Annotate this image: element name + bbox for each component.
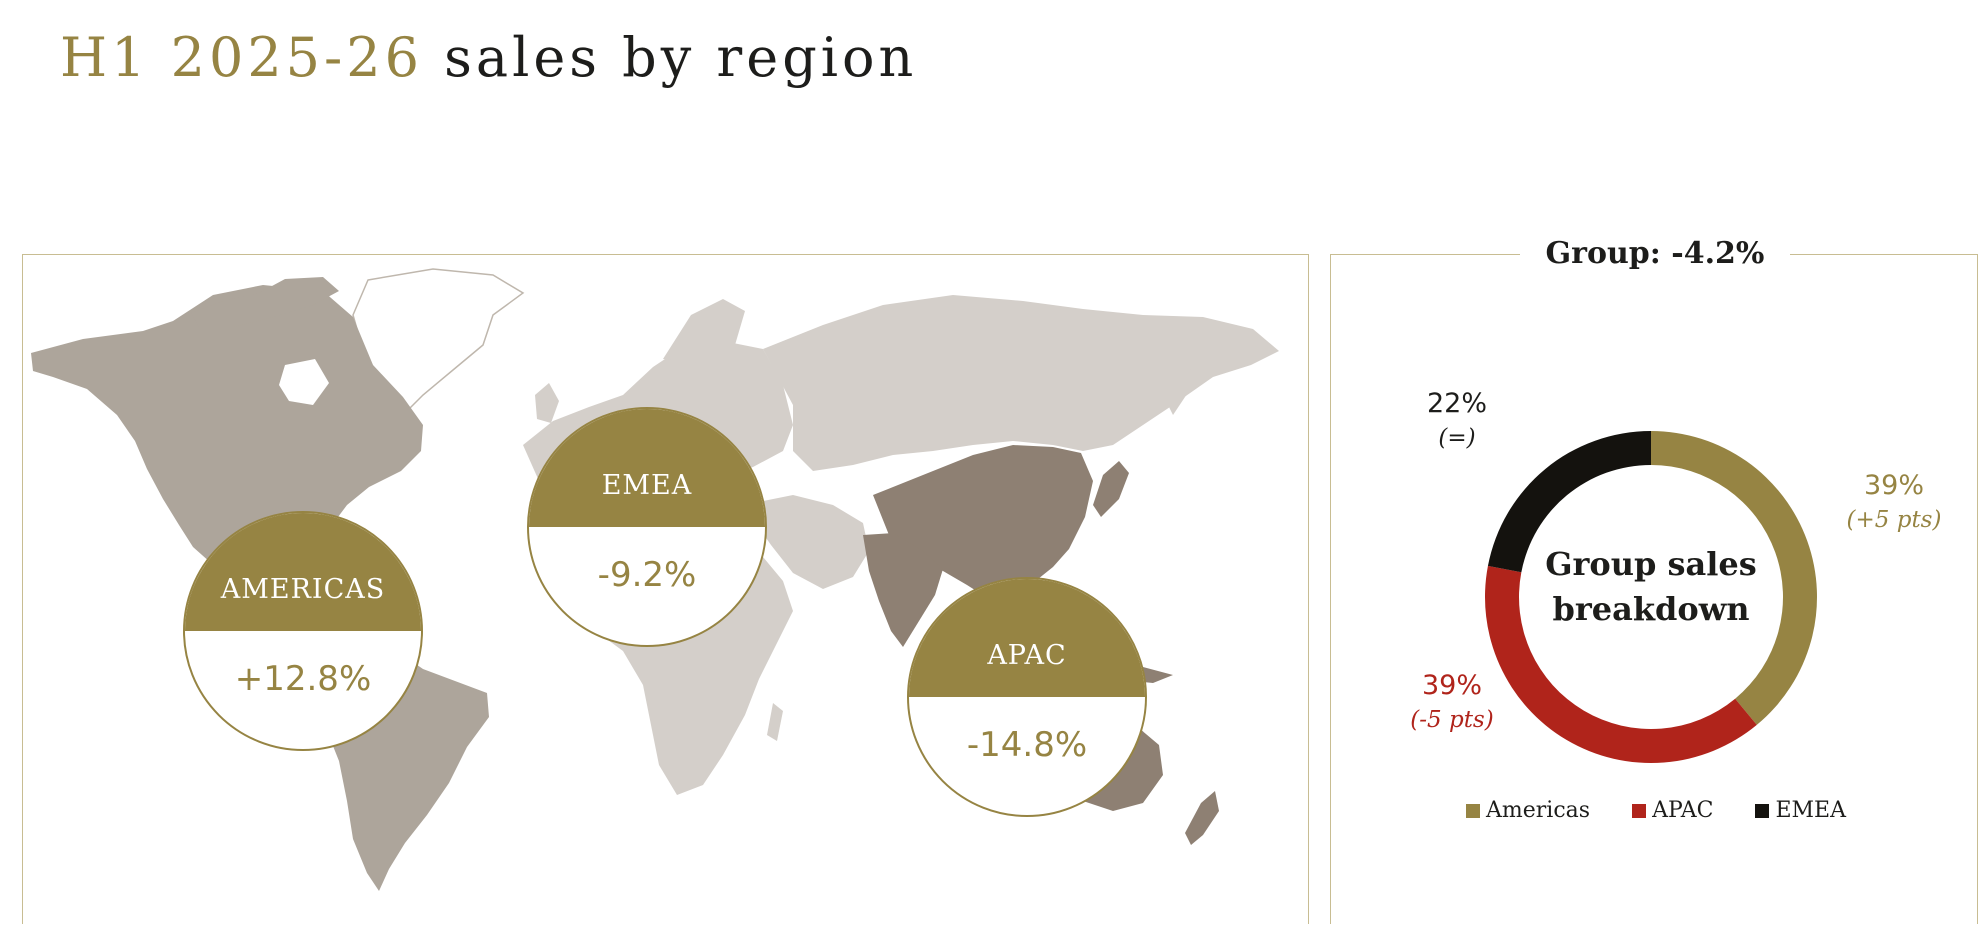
donut-slice-emea — [1487, 431, 1651, 573]
region-change-apac: -14.8% — [966, 725, 1088, 765]
slice-value-americas: 39% — [1863, 470, 1924, 501]
legend-label-emea: EMEA — [1775, 798, 1847, 823]
map-middle-east — [743, 495, 869, 589]
slice-label-apac: 39% (-5 pts) — [1392, 670, 1512, 733]
donut-center-label-line2: breakdown — [1552, 590, 1749, 628]
region-badge-apac: APAC -14.8% — [907, 577, 1147, 817]
page-title-accent: H1 2025-26 — [60, 26, 423, 89]
map-scandinavia — [663, 299, 745, 365]
slice-value-apac: 39% — [1421, 670, 1482, 701]
legend-label-apac: APAC — [1652, 798, 1714, 823]
map-uk — [535, 383, 559, 423]
slice-delta-emea: (=) — [1438, 425, 1476, 451]
chart-legend: Americas APAC EMEA — [1466, 798, 1846, 823]
donut-center-label-line1: Group sales — [1545, 545, 1757, 583]
map-arctic-islands — [191, 277, 339, 327]
legend-item-emea: EMEA — [1755, 798, 1846, 823]
map-kamchatka — [1163, 355, 1193, 415]
slice-delta-americas: (+5 pts) — [1846, 507, 1942, 533]
slice-value-emea: 22% — [1426, 388, 1487, 419]
world-map-panel: AMERICAS +12.8% EMEA -9.2% APAC -14.8% — [22, 254, 1309, 924]
page-title: H1 2025-26 sales by region — [60, 26, 917, 89]
map-russia — [763, 295, 1279, 471]
legend-item-apac: APAC — [1632, 798, 1713, 823]
slice-delta-apac: (-5 pts) — [1410, 707, 1494, 733]
map-hudson-bay — [279, 359, 329, 405]
slice-label-emea: 22% (=) — [1397, 388, 1517, 451]
donut-slice-americas — [1651, 431, 1817, 725]
legend-label-americas: Americas — [1486, 798, 1591, 823]
legend-swatch-apac — [1632, 803, 1647, 818]
map-japan — [1093, 461, 1129, 517]
donut-slice-apac — [1485, 565, 1757, 763]
map-india — [863, 533, 943, 647]
donut-chart: Group sales breakdown — [1485, 431, 1817, 763]
group-title: Group: -4.2% — [1520, 236, 1790, 271]
region-badge-emea: EMEA -9.2% — [527, 407, 767, 647]
page-title-rest: sales by region — [444, 26, 918, 89]
legend-swatch-americas — [1466, 803, 1480, 818]
map-new-zealand — [1185, 791, 1219, 845]
slice-label-americas: 39% (+5 pts) — [1834, 470, 1954, 533]
region-badge-americas: AMERICAS +12.8% — [183, 511, 423, 751]
legend-swatch-emea — [1755, 803, 1770, 818]
region-change-americas: +12.8% — [234, 659, 372, 699]
legend-item-americas: Americas — [1466, 798, 1590, 823]
region-change-emea: -9.2% — [597, 555, 697, 595]
map-madagascar — [767, 703, 783, 741]
